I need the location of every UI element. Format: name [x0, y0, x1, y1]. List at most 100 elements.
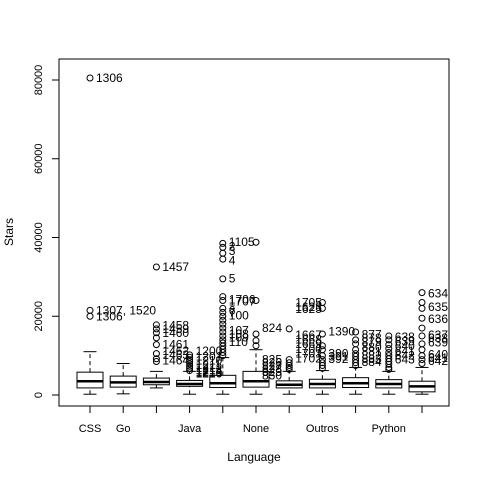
outlier-point: [219, 293, 227, 301]
outlier-label: 1701: [295, 347, 322, 361]
outlier-label: 827: [262, 359, 282, 373]
outlier-label: 391: [328, 349, 348, 363]
outlier-label: 639: [395, 334, 415, 348]
outlier-label: 879: [362, 335, 382, 349]
outlier-label: 637: [428, 328, 448, 342]
outlier-point: [186, 364, 194, 372]
box-6: [242, 349, 270, 395]
outlier-point: [219, 339, 227, 347]
outlier-label: 1215: [196, 366, 223, 380]
outlier-label: 1390: [328, 325, 355, 339]
outlier-label: 881: [362, 345, 382, 359]
x-tick-label: CSS: [79, 423, 102, 435]
outlier-label: 634: [428, 286, 448, 300]
outlier-point: [86, 306, 94, 314]
outlier-label: 1669: [295, 337, 322, 351]
outlier-label: 635: [428, 300, 448, 314]
box-7: [275, 370, 303, 395]
x-tick-label: Java: [178, 423, 202, 435]
outlier-point: [385, 352, 393, 360]
outlier-label: 110: [229, 335, 248, 349]
outlier-point: [318, 356, 326, 364]
outlier-label: 829: [262, 365, 282, 379]
box-body: [209, 374, 237, 389]
outlier-label: 107: [229, 323, 249, 337]
outlier-label: 1667: [295, 328, 322, 342]
outlier-label: 1200: [196, 344, 223, 358]
outlier-label: 6: [229, 304, 236, 318]
outlier-label: 390: [328, 346, 348, 360]
outlier-label: 878: [362, 331, 382, 345]
outlier-label: 2: [229, 240, 236, 254]
box-3: [142, 370, 170, 389]
plot-frame: [58, 58, 450, 407]
outlier-point: [219, 297, 227, 304]
outlier-point: [152, 358, 160, 366]
outlier-point: [186, 358, 194, 366]
outlier-label: 7: [229, 306, 236, 320]
outlier-label: 5: [229, 271, 236, 285]
outlier-point: [152, 350, 160, 358]
outlier-point: [219, 255, 227, 263]
outlier-point: [418, 289, 426, 297]
outlier-label: 100: [229, 308, 249, 322]
box-8: [308, 370, 336, 395]
outlier-point: [252, 342, 260, 350]
outlier-point: [418, 356, 426, 364]
outlier-point: [318, 359, 326, 367]
outlier-label: 1623: [295, 300, 322, 314]
x-axis-title: Language: [227, 450, 281, 464]
outlier-point: [385, 341, 393, 349]
outlier-label: 1668: [295, 332, 322, 346]
outlier-label: 1460: [162, 326, 189, 340]
outlier-label: 1706: [229, 292, 256, 306]
outlier-label: 1213: [196, 363, 223, 377]
outlier-point: [418, 360, 426, 367]
outlier-point: [418, 298, 426, 306]
outlier-point: [219, 324, 227, 332]
outlier-label: 640: [395, 339, 415, 353]
x-tick-label: Python: [372, 423, 406, 435]
y-tick-label: 60000: [33, 143, 45, 174]
outlier-point: [219, 239, 227, 247]
y-tick-label: 40000: [33, 222, 45, 253]
outlier-label: 639: [428, 336, 448, 350]
outlier-label: 109: [229, 331, 249, 345]
outlier-point: [318, 298, 326, 306]
outlier-point: [186, 353, 194, 361]
outlier-label: 638: [395, 330, 415, 344]
outlier-label: 1212: [196, 361, 223, 375]
outlier-point: [219, 320, 227, 328]
outlier-point: [318, 342, 326, 350]
outlier-label: 1216: [196, 367, 223, 381]
outlier-point: [385, 345, 393, 353]
box-2: [109, 363, 137, 395]
outlier-point: [352, 352, 360, 360]
outlier-label: 830: [262, 368, 282, 382]
outlier-label: 1707: [229, 294, 256, 308]
outlier-label: 640: [428, 347, 448, 361]
outlier-point: [152, 341, 160, 349]
outlier-point: [352, 328, 360, 336]
outlier-label: 1201: [196, 349, 223, 363]
outlier-label: 884: [362, 355, 382, 369]
outlier-point: [418, 352, 426, 360]
outlier-label: 1463: [162, 348, 189, 362]
outlier-point: [152, 325, 160, 333]
outlier-point: [219, 316, 227, 324]
outlier-point: [219, 328, 227, 336]
outlier-point: [418, 324, 426, 332]
outlier-point: [418, 346, 426, 354]
box-1: [76, 351, 104, 395]
outlier-point: [219, 336, 227, 344]
box-body: [242, 370, 270, 388]
outlier-point: [219, 312, 227, 320]
outlier-point: [285, 325, 293, 333]
outlier-point: [186, 362, 194, 370]
outlier-label: 1705: [295, 295, 322, 309]
outlier-label: 1462: [162, 344, 189, 358]
outlier-label: 883: [362, 352, 382, 366]
box-9: [342, 366, 370, 395]
outlier-label: 1700: [295, 342, 322, 356]
outlier-label: 1210: [196, 353, 223, 367]
